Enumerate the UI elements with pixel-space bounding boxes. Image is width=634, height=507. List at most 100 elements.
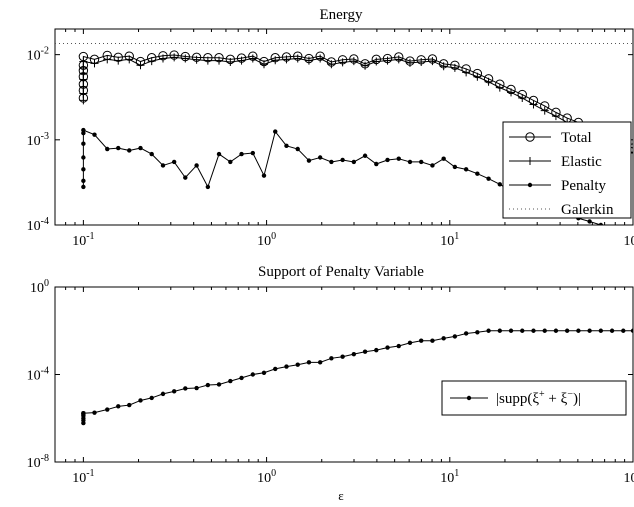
elastic-point xyxy=(79,82,88,91)
support-point xyxy=(362,349,368,354)
support-point xyxy=(284,364,289,369)
energy-point xyxy=(452,164,458,170)
support-point xyxy=(116,404,121,409)
support-point xyxy=(149,395,154,401)
energy-point xyxy=(171,159,177,165)
elastic-point xyxy=(192,55,201,64)
support-point xyxy=(520,328,525,333)
energy-legend-box xyxy=(502,121,632,219)
support-point xyxy=(463,331,469,336)
energy-y-tick-label: 10-3 xyxy=(27,131,49,149)
support-y-tick-label: 100 xyxy=(30,278,49,296)
energy-point xyxy=(228,159,233,165)
energy-point xyxy=(81,141,86,146)
support-point xyxy=(351,351,357,357)
support-point xyxy=(598,328,604,333)
energy-x-tick-label: 10-1 xyxy=(72,231,94,249)
elastic-point xyxy=(271,56,280,65)
elastic-point xyxy=(316,54,325,63)
support-y-tick-label: 10-4 xyxy=(27,366,49,384)
support-point xyxy=(306,360,312,365)
energy-point xyxy=(351,159,357,165)
energy-point xyxy=(497,182,503,187)
energy-point xyxy=(598,222,604,225)
elastic-point xyxy=(473,72,482,81)
energy-point xyxy=(329,159,334,165)
elastic-point xyxy=(158,54,167,63)
elastic-point xyxy=(293,54,302,63)
energy-y-tick-label: 10-2 xyxy=(27,46,49,64)
support-point xyxy=(261,370,267,375)
support-x-tick-label: 101 xyxy=(440,468,459,486)
elastic-point xyxy=(79,57,88,66)
elastic-point xyxy=(170,53,179,62)
energy-point xyxy=(306,158,312,163)
elastic-point xyxy=(114,56,123,65)
energy-axes-frame xyxy=(54,28,634,226)
elastic-point xyxy=(338,58,347,67)
support-point xyxy=(92,410,97,415)
support-y-tick-label: 10-8 xyxy=(27,453,49,471)
energy-point xyxy=(160,163,166,168)
legend-support-marker xyxy=(466,395,472,401)
support-x-tick-label: 100 xyxy=(257,468,276,486)
elastic-point xyxy=(237,56,246,65)
support-point xyxy=(160,391,166,397)
energy-point xyxy=(385,157,390,163)
support-point xyxy=(621,328,626,333)
support-point xyxy=(609,328,615,333)
elastic-point xyxy=(349,57,358,66)
energy-point xyxy=(441,156,446,161)
energy-point xyxy=(284,143,289,149)
support-point xyxy=(127,402,132,408)
support-title: Support of Penalty Variable xyxy=(258,264,424,280)
support-point xyxy=(329,356,334,361)
energy-point xyxy=(105,146,110,152)
energy-point xyxy=(81,167,86,172)
elastic-point xyxy=(372,57,381,66)
support-panel: Support of Penalty Variable 10-1 100 101 10… xyxy=(27,264,634,503)
support-point xyxy=(430,338,435,343)
elastic-point xyxy=(518,93,527,102)
energy-point xyxy=(81,155,86,160)
elastic-point xyxy=(181,54,190,63)
support-point xyxy=(81,411,86,416)
energy-x-tick-label: 102 xyxy=(624,231,634,249)
energy-point xyxy=(374,161,379,167)
support-x-axis-label: ε xyxy=(338,488,344,503)
legend-elastic-marker xyxy=(526,157,534,165)
support-point xyxy=(587,328,592,333)
elastic-point xyxy=(259,60,268,69)
support-point xyxy=(418,338,424,343)
energy-point xyxy=(194,163,199,168)
support-point xyxy=(576,328,581,333)
energy-point xyxy=(92,132,97,137)
energy-x-tick-label: 100 xyxy=(257,231,276,249)
support-point xyxy=(564,328,570,333)
support-point xyxy=(183,386,188,391)
elastic-point xyxy=(90,59,99,68)
energy-point xyxy=(138,145,143,151)
elastic-point xyxy=(495,83,504,92)
energy-point xyxy=(239,151,244,157)
legend-total-label: Total xyxy=(561,130,592,146)
energy-ticks: 10-1 100 101 102 10-4 10-3 10-2 xyxy=(27,29,634,249)
energy-point xyxy=(396,156,401,161)
energy-point xyxy=(250,150,256,156)
elastic-point xyxy=(79,96,88,105)
support-point xyxy=(486,328,491,333)
elastic-point xyxy=(529,100,538,109)
legend-total-marker xyxy=(525,132,535,142)
support-point xyxy=(273,366,278,372)
elastic-point xyxy=(383,56,392,65)
energy-point xyxy=(418,159,424,165)
support-point xyxy=(396,343,401,349)
energy-series-line xyxy=(82,54,633,149)
support-ticks: 10-1 100 101 102 10-8 10-4 100 xyxy=(27,278,634,486)
energy-panel: Energy 10-1 100 101 102 10-4 10-3 10-2 Total El… xyxy=(27,7,634,249)
support-point xyxy=(441,336,446,341)
legend-penalty-label: Penalty xyxy=(561,178,606,194)
support-point xyxy=(340,354,345,359)
elastic-point xyxy=(215,56,224,65)
